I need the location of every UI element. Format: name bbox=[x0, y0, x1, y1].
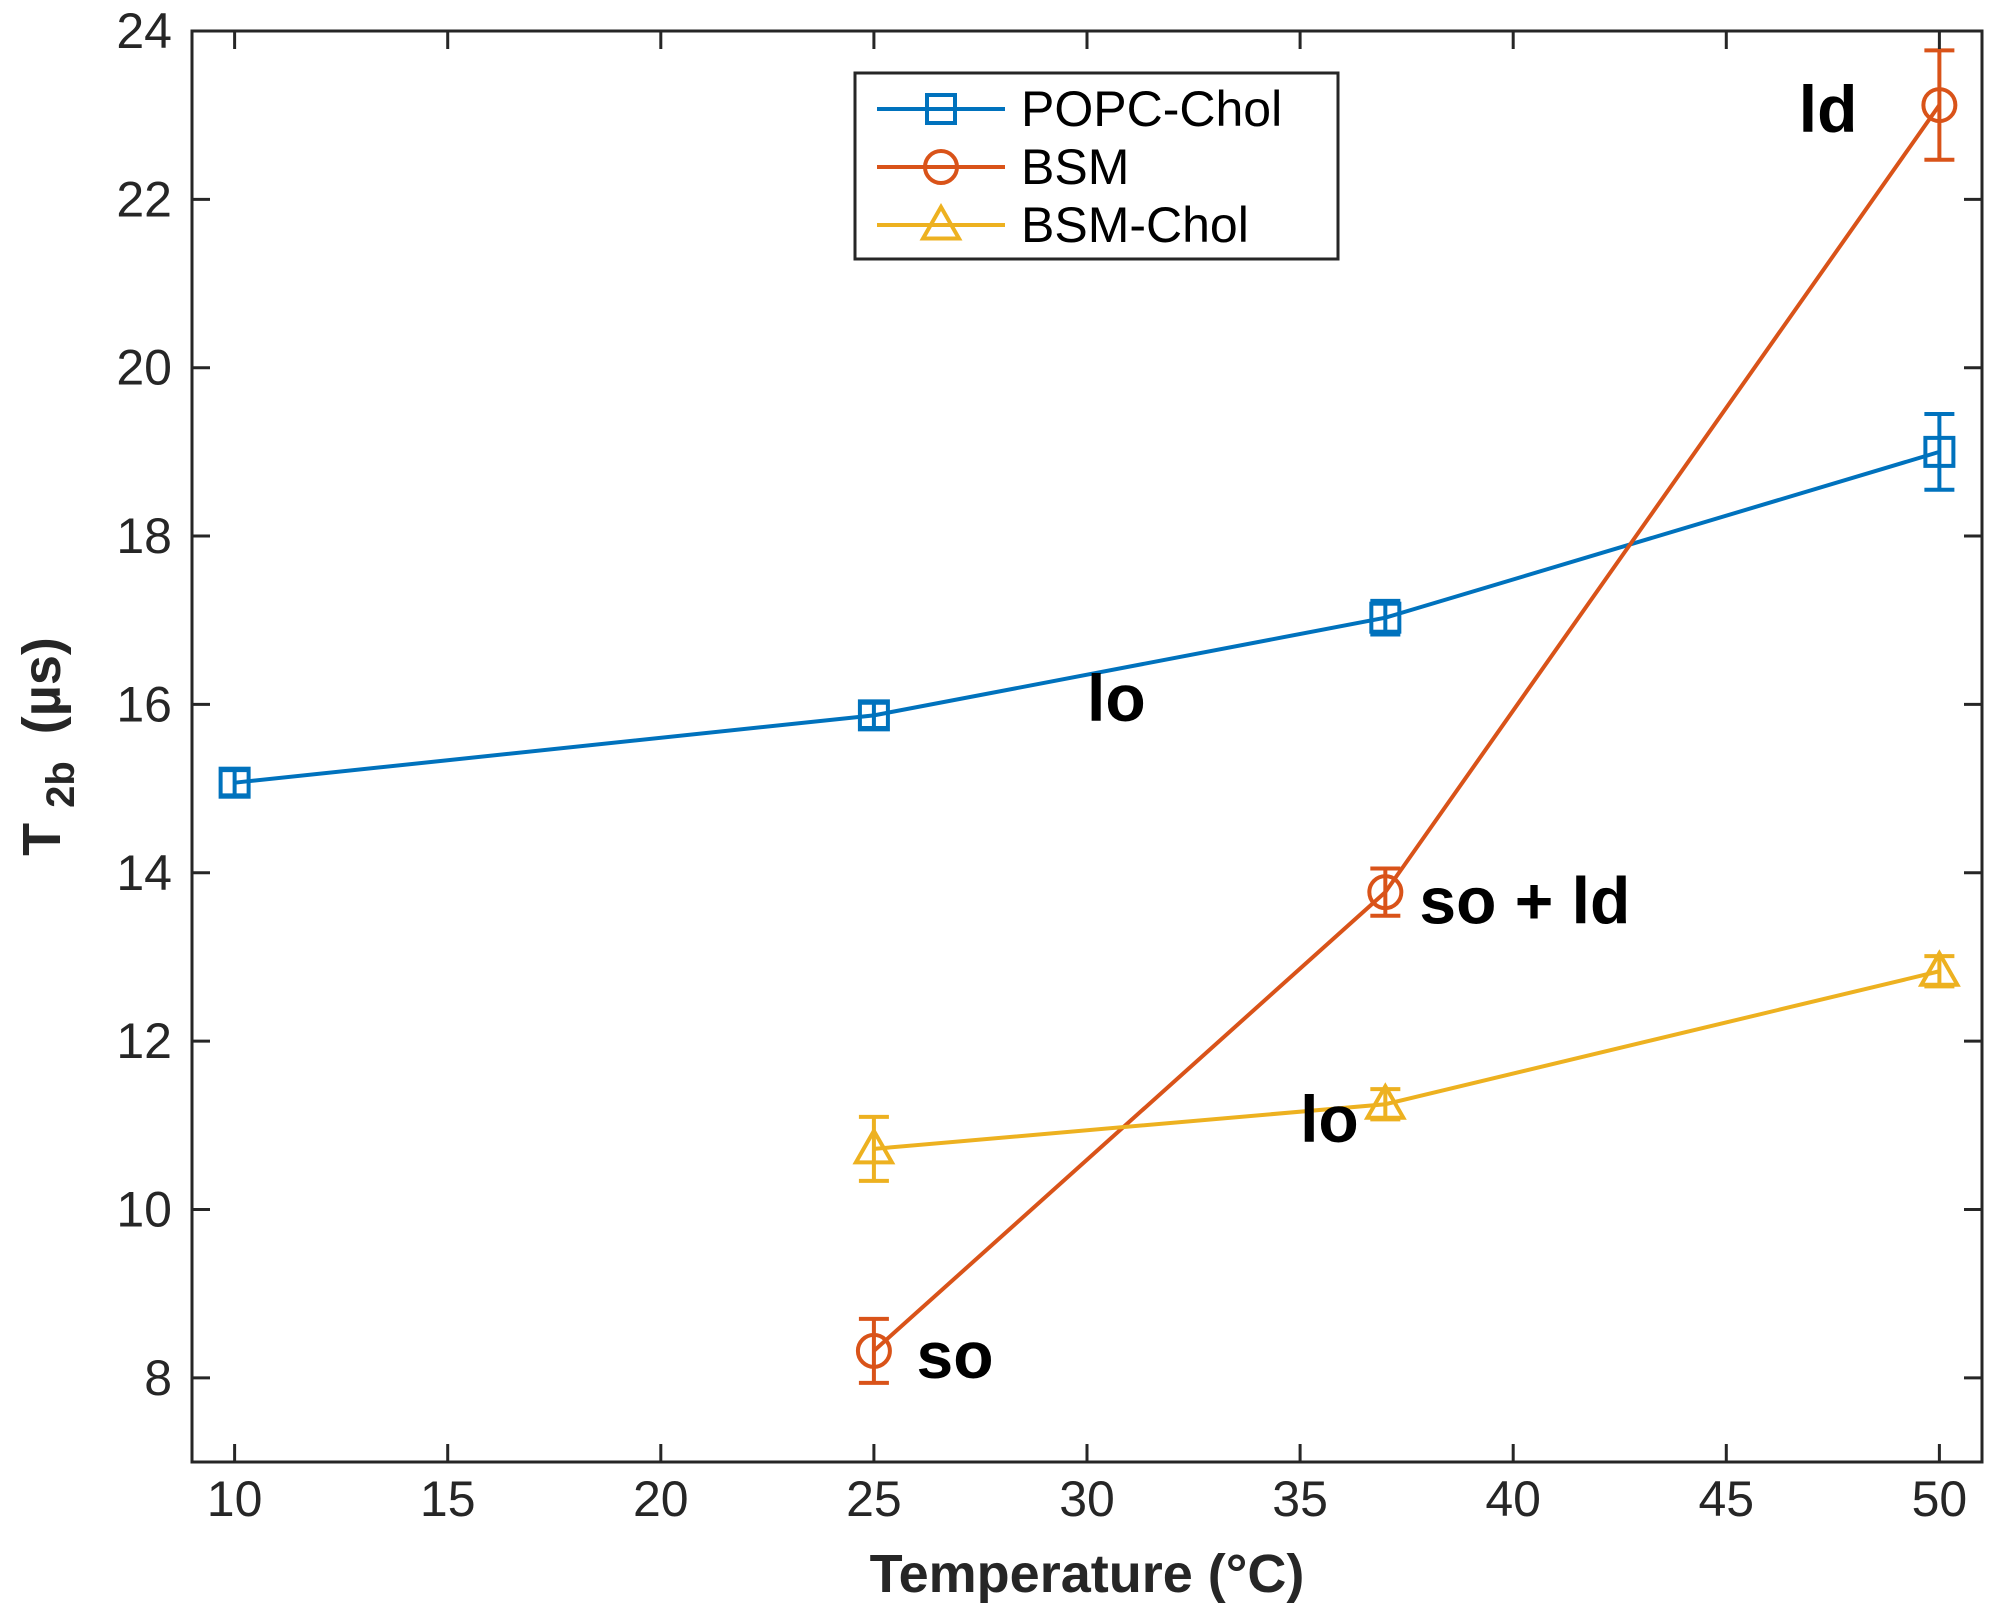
data-point-bsm bbox=[1367, 874, 1404, 911]
legend-marker-popc-chol bbox=[925, 93, 957, 125]
x-tick-label: 25 bbox=[846, 1471, 902, 1527]
y-axis-title-main: T bbox=[12, 823, 72, 856]
series-popc-chol bbox=[218, 412, 1956, 799]
data-point-bsm-chol bbox=[1363, 1082, 1407, 1120]
y-tick-label: 16 bbox=[116, 676, 172, 732]
legend-label-popc-chol: POPC-Chol bbox=[1021, 81, 1282, 137]
data-point-popc-chol bbox=[857, 699, 890, 732]
error-bar-popc-chol bbox=[1370, 598, 1401, 637]
error-bar-bsm bbox=[1924, 48, 1955, 162]
data-point-bsm bbox=[855, 1332, 892, 1369]
phase-annotation: so + ld bbox=[1419, 863, 1630, 937]
phase-annotation: ld bbox=[1799, 72, 1858, 146]
x-tick-label: 50 bbox=[1912, 1471, 1968, 1527]
legend-marker-bsm bbox=[923, 149, 959, 185]
series-line-popc-chol bbox=[234, 449, 1940, 785]
legend-marker-bsm-chol bbox=[919, 202, 963, 241]
series-layer bbox=[218, 48, 1961, 1385]
annotations-layer: ld lo so + ld lo so bbox=[917, 72, 1858, 1392]
x-tick-label: 20 bbox=[633, 1471, 689, 1527]
legend-label-bsm: BSM bbox=[1021, 139, 1129, 195]
data-point-popc-chol bbox=[1369, 601, 1402, 634]
data-point-bsm-chol bbox=[852, 1126, 896, 1165]
series-bsm-chol bbox=[852, 949, 1961, 1183]
series-bsm bbox=[855, 48, 1958, 1385]
legend-label-bsm-chol: BSM-Chol bbox=[1021, 197, 1249, 253]
y-tick-label: 20 bbox=[116, 340, 172, 396]
y-tick-label: 8 bbox=[144, 1350, 172, 1406]
y-tick-label: 12 bbox=[116, 1013, 172, 1069]
y-axis-title: T 2b (µs) bbox=[12, 637, 86, 856]
y-tick-label: 10 bbox=[116, 1181, 172, 1237]
y-tick-label: 24 bbox=[116, 3, 172, 59]
error-bar-popc-chol bbox=[1924, 412, 1955, 492]
y-tick-label: 22 bbox=[116, 171, 172, 227]
x-tick-label: 45 bbox=[1698, 1471, 1754, 1527]
y-axis-title-unit: (µs) bbox=[12, 637, 72, 734]
x-tick-label: 35 bbox=[1272, 1471, 1328, 1527]
y-tick-label: 18 bbox=[116, 508, 172, 564]
x-axis-title: Temperature (°C) bbox=[870, 1544, 1305, 1604]
data-point-popc-chol bbox=[1923, 435, 1956, 468]
data-point-bsm-chol bbox=[1917, 949, 1961, 987]
phase-annotation: lo bbox=[1087, 661, 1146, 735]
data-point-bsm bbox=[1921, 87, 1958, 124]
data-point-popc-chol bbox=[218, 766, 251, 799]
y-tick-label: 14 bbox=[116, 845, 172, 901]
y-axis-title-subscript: 2b bbox=[39, 761, 83, 808]
x-tick-label: 10 bbox=[207, 1471, 263, 1527]
x-tick-label: 15 bbox=[420, 1471, 476, 1527]
x-tick-label: 30 bbox=[1059, 1471, 1115, 1527]
error-bar-bsm bbox=[858, 1316, 889, 1385]
phase-annotation: lo bbox=[1300, 1082, 1359, 1156]
phase-annotation: so bbox=[917, 1318, 994, 1392]
axis-ticks: 10 15 20 25 30 35 40 45 50 8 10 12 14 16 18 20 22 24 bbox=[116, 3, 1982, 1527]
x-tick-label: 40 bbox=[1485, 1471, 1541, 1527]
